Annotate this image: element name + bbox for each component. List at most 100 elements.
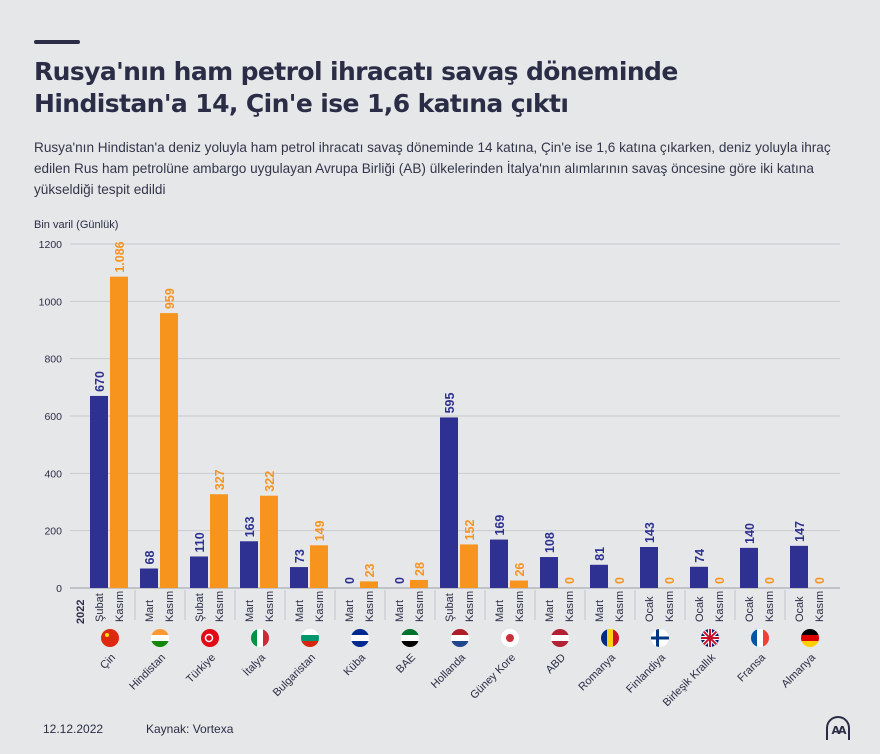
- france-flag-icon: [751, 629, 769, 647]
- data-label: 327: [213, 469, 227, 490]
- month-label: Kasım: [314, 591, 326, 622]
- data-label: 108: [543, 532, 557, 553]
- data-label: 163: [243, 516, 257, 537]
- month-label: Mart: [394, 600, 406, 622]
- country-label: Bulgaristan: [271, 652, 318, 699]
- bar-before: [590, 564, 608, 588]
- month-label: Kasım: [364, 591, 376, 622]
- country-label: Hindistan: [127, 652, 168, 693]
- month-label: Kasım: [564, 591, 576, 622]
- country-label: Romanya: [576, 651, 618, 693]
- country-label: Hollanda: [429, 651, 469, 691]
- uk-flag-icon: [701, 629, 719, 647]
- month-label: Mart: [494, 600, 506, 622]
- aa-logo-icon: AA: [826, 716, 850, 740]
- uae-flag-icon: [401, 629, 419, 647]
- data-label: 23: [363, 563, 377, 577]
- country-label: İtalya: [240, 650, 268, 678]
- data-label: 959: [163, 288, 177, 309]
- month-label: Mart: [294, 600, 306, 622]
- month-label: Kasım: [414, 591, 426, 622]
- bulgaria-flag-icon: [301, 629, 319, 647]
- title-accent-rule: [34, 40, 80, 44]
- month-label: Şubat: [444, 593, 456, 622]
- y-tick-label: 600: [44, 411, 62, 423]
- bar-before: [640, 547, 658, 588]
- month-label: Kasım: [514, 591, 526, 622]
- data-label: 81: [593, 547, 607, 561]
- bar-before: [790, 545, 808, 588]
- data-label: 0: [343, 577, 357, 584]
- country-label: ABD: [544, 652, 569, 677]
- y-tick-label: 1200: [39, 239, 63, 251]
- bar-kasim: [260, 495, 278, 588]
- month-label: Ocak: [794, 596, 806, 622]
- bar-kasim: [310, 545, 328, 588]
- bar-before: [540, 557, 558, 588]
- country-label: Güney Kore: [468, 652, 518, 702]
- data-label: 0: [713, 577, 727, 584]
- month-label: Kasım: [164, 591, 176, 622]
- bar-before: [140, 568, 158, 588]
- data-label: 152: [463, 520, 477, 541]
- usa-flag-icon: [551, 629, 569, 647]
- data-label: 0: [813, 577, 827, 584]
- month-label: Kasım: [764, 591, 776, 622]
- south-korea-flag-icon: [501, 629, 519, 647]
- data-label: 595: [443, 393, 457, 414]
- y-tick-label: 800: [44, 354, 62, 366]
- month-label: Kasım: [714, 591, 726, 622]
- bar-before: [690, 566, 708, 588]
- data-label: 74: [693, 549, 707, 563]
- month-label: Şubat: [194, 593, 206, 622]
- country-label: Fransa: [735, 651, 768, 684]
- bar-before: [290, 567, 308, 588]
- month-label: Kasım: [664, 591, 676, 622]
- month-label: Kasım: [214, 591, 226, 622]
- data-label: 26: [513, 563, 527, 577]
- month-label: Mart: [244, 600, 256, 622]
- country-label: BAE: [394, 652, 418, 676]
- data-label: 143: [643, 522, 657, 543]
- netherlands-flag-icon: [451, 629, 469, 647]
- bar-kasim: [460, 544, 478, 588]
- cuba-flag-icon: [351, 629, 369, 647]
- bar-before: [190, 556, 208, 588]
- y-axis-label: Bin varil (Günlük): [34, 219, 118, 231]
- data-label: 68: [143, 551, 157, 565]
- finland-flag-icon: [651, 629, 669, 647]
- data-label: 110: [193, 532, 207, 552]
- data-label: 0: [663, 577, 677, 584]
- data-label: 0: [393, 577, 407, 584]
- italy-flag-icon: [251, 629, 269, 647]
- country-label: Finlandiya: [624, 651, 669, 696]
- data-label: 169: [493, 515, 507, 536]
- data-label: 0: [613, 577, 627, 584]
- country-label: Almanya: [779, 651, 818, 690]
- data-label: 1.086: [113, 241, 127, 272]
- bar-before: [740, 547, 758, 588]
- source: Kaynak: Vortexa: [146, 722, 234, 736]
- country-label: Türkiye: [184, 652, 218, 686]
- bar-kasim: [360, 581, 378, 588]
- bar-kasim: [160, 313, 178, 588]
- data-label: 140: [743, 523, 757, 544]
- data-label: 322: [263, 471, 277, 492]
- month-label: Ocak: [694, 596, 706, 622]
- month-label: Kasım: [614, 591, 626, 622]
- bar-before: [440, 417, 458, 588]
- y-tick-label: 0: [56, 583, 62, 595]
- month-label: Kasım: [264, 591, 276, 622]
- turkey-flag-icon: [201, 629, 219, 647]
- year-label: 2022: [75, 600, 87, 624]
- month-label: Mart: [594, 600, 606, 622]
- bar-kasim: [210, 494, 228, 588]
- data-label: 147: [793, 521, 807, 542]
- month-label: Kasım: [464, 591, 476, 622]
- subtitle: Rusya'nın Hindistan'a deniz yoluyla ham …: [34, 140, 831, 197]
- romania-flag-icon: [601, 629, 619, 647]
- bar-kasim: [510, 580, 528, 588]
- month-label: Şubat: [94, 593, 106, 622]
- china-flag-icon: [101, 629, 119, 647]
